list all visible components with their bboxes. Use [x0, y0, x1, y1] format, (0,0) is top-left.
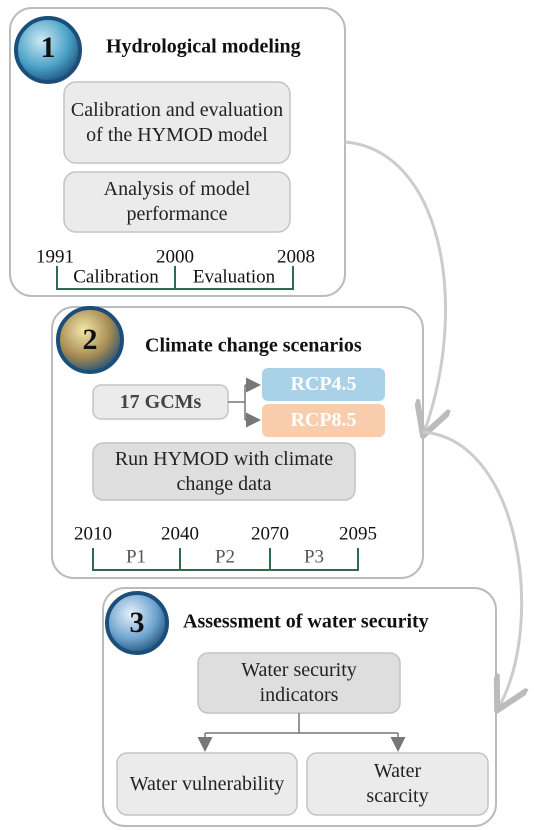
- year: 2095: [339, 523, 377, 544]
- year: 2010: [74, 523, 112, 544]
- step-number: 3: [130, 606, 145, 639]
- timeline: [56, 266, 359, 571]
- period: Evaluation: [193, 266, 276, 287]
- connector: [344, 140, 446, 430]
- panel-title: Assessment of water security: [183, 611, 429, 633]
- box-text: Water scarcity: [366, 760, 429, 807]
- box-text: Calibration and evaluation of the HYMOD …: [70, 98, 284, 146]
- step-number: 2: [83, 323, 98, 356]
- year: 2040: [161, 523, 199, 544]
- panel-title: Climate change scenarios: [145, 335, 362, 357]
- period: P2: [215, 546, 235, 567]
- period: P3: [304, 546, 324, 567]
- rcp-box: [262, 404, 385, 437]
- year: 2008: [277, 246, 315, 267]
- period: Calibration: [73, 266, 159, 287]
- box-text: Analysis of model performance: [103, 178, 251, 225]
- connector: [422, 430, 522, 705]
- step-number: 1: [41, 31, 56, 64]
- box-text: 17 GCMs: [119, 390, 202, 413]
- box: [92, 442, 356, 501]
- rcp-text: RCP4.5: [290, 373, 357, 395]
- year: 2000: [156, 246, 194, 267]
- box-text: Water security indicators: [241, 659, 357, 706]
- box-text: Water vulnerability: [129, 772, 285, 795]
- box: [116, 752, 298, 816]
- branch: [197, 377, 406, 752]
- icon: [14, 16, 82, 84]
- year: 2070: [251, 523, 289, 544]
- rcp-text: RCP8.5: [290, 409, 357, 431]
- box: [63, 81, 291, 164]
- box-text: Run HYMOD with climate change data: [114, 447, 334, 495]
- icon: [105, 591, 169, 655]
- box: [306, 752, 489, 816]
- icon: [56, 306, 124, 374]
- box: [63, 171, 291, 233]
- period: P1: [126, 546, 146, 567]
- year: 1991: [36, 246, 74, 267]
- rcp-box: [262, 368, 385, 401]
- panel-title: Hydrological modeling: [106, 36, 301, 58]
